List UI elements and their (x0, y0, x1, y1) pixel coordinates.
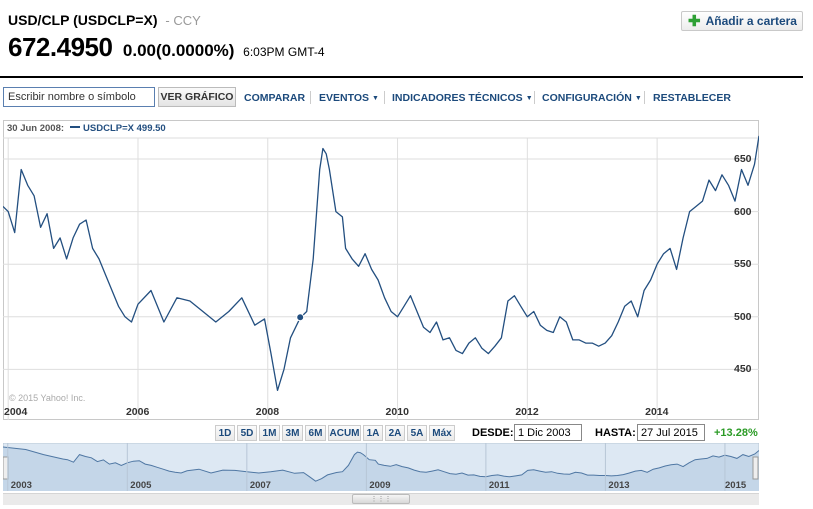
range-button-5a[interactable]: 5A (407, 425, 427, 441)
range-button-3m[interactable]: 3M (282, 425, 303, 441)
chevron-down-icon: ▼ (634, 95, 642, 102)
plus-icon: ✚ (688, 12, 701, 30)
toolbar-separator (534, 91, 535, 104)
technical-indicators-menu[interactable]: INDICADORES TÉCNICOS ▼ (392, 92, 533, 104)
x-tick-label: 2008 (255, 406, 280, 418)
price-chart-svg (2, 120, 760, 420)
range-button-acum[interactable]: ACUM (328, 425, 361, 441)
range-button-6m[interactable]: 6M (305, 425, 326, 441)
compare-link[interactable]: COMPARAR (244, 92, 306, 104)
price-change: 0.00(0.0000%) (123, 41, 239, 60)
toolbar-separator (310, 91, 311, 104)
navigator-tick-label: 2009 (369, 480, 391, 491)
quote-row: 672.4950 0.00(0.0000%) 6:03PM GMT-4 (8, 32, 325, 63)
y-tick-label: 650 (734, 153, 752, 166)
y-tick-label: 600 (734, 205, 752, 218)
x-tick-label: 2010 (385, 406, 409, 418)
y-tick-label: 450 (734, 363, 752, 376)
navigator-handle-left[interactable] (2, 456, 9, 480)
reset-link[interactable]: RESTABLECER (653, 92, 731, 104)
header-divider (0, 76, 803, 78)
copyright-text: © 2015 Yahoo! Inc. (9, 393, 86, 403)
settings-menu[interactable]: CONFIGURACIÓN ▼ (542, 92, 642, 104)
events-label: EVENTOS (319, 92, 369, 104)
page-title: USD/CLP (USDCLP=X) - CCY (8, 12, 201, 28)
y-tick-label: 500 (734, 310, 752, 323)
toolbar-separator (384, 91, 385, 104)
navigator-tick-label: 2007 (249, 480, 271, 491)
to-label: HASTA: (595, 427, 636, 439)
last-price: 672.4950 (8, 32, 113, 62)
asset-type: - CCY (165, 13, 201, 28)
symbol-search-input[interactable] (3, 87, 155, 107)
plot-frame (3, 120, 759, 420)
navigator-tick-label: 2015 (725, 480, 747, 491)
navigator-tick-label: 2011 (488, 480, 510, 491)
x-tick-label: 2004 (4, 406, 28, 418)
series-line (2, 135, 760, 392)
settings-label: CONFIGURACIÓN (542, 92, 632, 104)
chart-toolbar: VER GRÁFICO COMPARAR EVENTOS▼ INDICADORE… (0, 86, 813, 110)
x-tick-label: 2014 (645, 406, 669, 418)
x-tick-label: 2012 (515, 406, 539, 418)
symbol-title: USD/CLP (USDCLP=X) (8, 12, 158, 28)
view-chart-button[interactable]: VER GRÁFICO (158, 87, 236, 107)
from-date-input[interactable] (514, 424, 582, 441)
chevron-down-icon: ▼ (372, 95, 379, 102)
navigator-line (2, 446, 760, 482)
navigator-tick-label: 2005 (130, 480, 152, 491)
range-button-máx[interactable]: Máx (429, 425, 455, 441)
range-button-1d[interactable]: 1D (215, 425, 235, 441)
y-tick-label: 550 (734, 258, 752, 271)
range-button-2a[interactable]: 2A (385, 425, 405, 441)
navigator-area (3, 447, 759, 491)
chart-legend: 30 Jun 2008: USDCLP=X 499.50 (7, 123, 166, 134)
range-button-1a[interactable]: 1A (363, 425, 383, 441)
chevron-down-icon: ▼ (525, 95, 533, 102)
navigator-tick-label: 2013 (608, 480, 630, 491)
legend-date: 30 Jun 2008: (7, 123, 65, 134)
range-button-1m[interactable]: 1M (259, 425, 280, 441)
to-date-input[interactable] (637, 424, 705, 441)
range-button-5d[interactable]: 5D (237, 425, 257, 441)
add-to-portfolio-button[interactable]: ✚ Añadir a cartera (681, 11, 803, 31)
from-label: DESDE: (472, 427, 514, 439)
legend-swatch (70, 126, 81, 128)
hover-marker (296, 313, 305, 322)
technical-indicators-label: INDICADORES TÉCNICOS (392, 92, 523, 104)
change-percent: (0.0000%) (156, 41, 235, 60)
toolbar-separator (644, 91, 645, 104)
navigator-handle-right[interactable] (752, 456, 759, 480)
price-chart[interactable]: 30 Jun 2008: USDCLP=X 499.50 © 2015 Yahoo… (2, 120, 760, 420)
events-menu[interactable]: EVENTOS ▼ (319, 92, 379, 104)
range-navigator[interactable] (2, 442, 760, 492)
change-value: 0.00 (122, 41, 156, 60)
quote-time: 6:03PM GMT-4 (243, 45, 325, 59)
navigator-svg (2, 442, 760, 492)
scrollbar-thumb[interactable]: ⋮⋮⋮ (352, 494, 410, 504)
legend-series: USDCLP=X 499.50 (83, 123, 166, 134)
add-to-portfolio-label: Añadir a cartera (705, 14, 797, 28)
range-change-percent: +13.28% (714, 427, 758, 439)
navigator-tick-label: 2003 (10, 480, 32, 491)
x-tick-label: 2006 (125, 406, 150, 418)
